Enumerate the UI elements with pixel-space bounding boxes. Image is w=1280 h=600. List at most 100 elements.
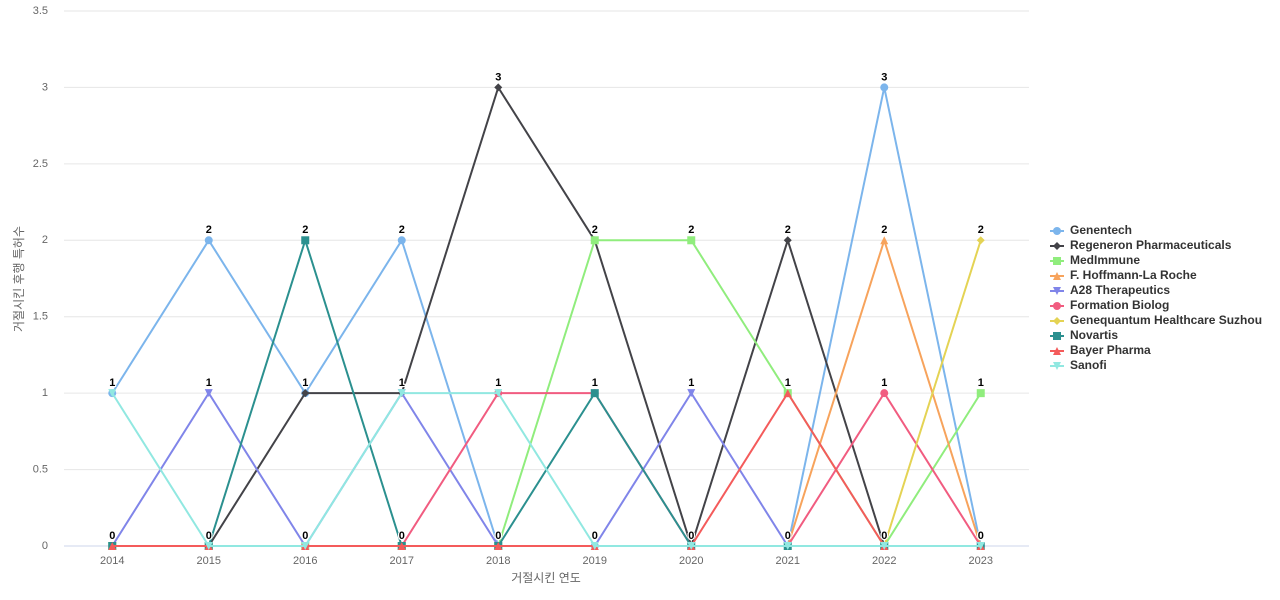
data-label: 1 bbox=[881, 377, 887, 389]
data-label: 2 bbox=[302, 224, 308, 236]
data-label: 1 bbox=[109, 377, 115, 389]
data-label: 0 bbox=[302, 530, 308, 542]
data-label: 2 bbox=[592, 224, 598, 236]
data-label: 0 bbox=[495, 530, 501, 542]
point bbox=[590, 236, 599, 245]
y-tick-label: 1.5 bbox=[33, 311, 48, 323]
data-label: 0 bbox=[206, 530, 212, 542]
point bbox=[783, 542, 792, 550]
data-label: 0 bbox=[399, 530, 405, 542]
data-label: 0 bbox=[785, 530, 791, 542]
data-label: 1 bbox=[785, 377, 791, 389]
legend-label: Formation Biolog bbox=[1070, 298, 1169, 312]
data-label: 0 bbox=[592, 530, 598, 542]
legend-label: Bayer Pharma bbox=[1070, 343, 1151, 357]
data-label: 0 bbox=[785, 530, 791, 542]
data-label: 0 bbox=[495, 530, 501, 542]
data-label: 0 bbox=[302, 530, 308, 542]
data-label: 0 bbox=[399, 530, 405, 542]
legend-marker bbox=[1053, 227, 1061, 235]
data-label: 2 bbox=[785, 224, 791, 236]
data-label: 1 bbox=[495, 377, 501, 389]
data-label: 2 bbox=[206, 224, 212, 236]
point bbox=[880, 236, 889, 245]
series-line bbox=[111, 392, 981, 547]
data-label: 1 bbox=[592, 377, 598, 389]
data-label: 0 bbox=[688, 530, 694, 542]
point bbox=[301, 389, 310, 398]
point bbox=[301, 542, 310, 550]
data-label: 0 bbox=[592, 530, 598, 542]
legend-label: Novartis bbox=[1070, 328, 1118, 342]
legend-label: MedImmune bbox=[1070, 253, 1140, 267]
point bbox=[880, 389, 889, 398]
data-label: 0 bbox=[785, 530, 791, 542]
x-tick-label: 2016 bbox=[293, 555, 317, 567]
data-label: 0 bbox=[978, 530, 984, 542]
point bbox=[204, 236, 213, 245]
data-label: 3 bbox=[495, 71, 501, 83]
y-tick-label: 0.5 bbox=[33, 463, 48, 475]
data-label: 0 bbox=[302, 530, 308, 542]
x-tick-label: 2018 bbox=[486, 555, 510, 567]
legend-marker bbox=[1053, 242, 1061, 250]
point bbox=[108, 542, 117, 550]
legend-marker bbox=[1053, 317, 1061, 325]
data-label: 0 bbox=[399, 530, 405, 542]
data-label: 3 bbox=[881, 71, 887, 83]
data-label: 0 bbox=[688, 530, 694, 542]
legend-marker bbox=[1053, 302, 1061, 310]
point bbox=[880, 542, 889, 550]
data-label: 0 bbox=[688, 530, 694, 542]
point bbox=[204, 542, 213, 550]
data-label: 0 bbox=[688, 530, 694, 542]
legend-label: Genequantum Healthcare Suzhou bbox=[1070, 313, 1262, 327]
data-label: 0 bbox=[302, 530, 308, 542]
data-label: 0 bbox=[109, 530, 115, 542]
point bbox=[108, 389, 117, 398]
data-label: 2 bbox=[592, 224, 598, 236]
data-label: 0 bbox=[302, 530, 308, 542]
x-tick-label: 2017 bbox=[390, 555, 414, 567]
x-tick-label: 2014 bbox=[100, 555, 124, 567]
data-label: 0 bbox=[206, 530, 212, 542]
data-label: 0 bbox=[978, 530, 984, 542]
legend-label: F. Hoffmann-La Roche bbox=[1070, 268, 1197, 282]
data-label: 0 bbox=[399, 530, 405, 542]
data-label: 0 bbox=[978, 530, 984, 542]
data-label: 0 bbox=[302, 530, 308, 542]
data-label: 0 bbox=[688, 530, 694, 542]
data-label: 0 bbox=[495, 530, 501, 542]
point bbox=[976, 389, 985, 398]
series bbox=[108, 389, 985, 550]
data-label: 0 bbox=[688, 530, 694, 542]
y-tick-label: 2 bbox=[42, 234, 48, 246]
data-label: 0 bbox=[881, 530, 887, 542]
y-tick-label: 1 bbox=[42, 387, 48, 399]
data-label: 0 bbox=[978, 530, 984, 542]
point bbox=[494, 83, 503, 92]
data-label: 0 bbox=[881, 530, 887, 542]
data-label: 0 bbox=[785, 530, 791, 542]
data-label: 0 bbox=[495, 530, 501, 542]
data-label: 1 bbox=[399, 377, 405, 389]
data-label: 1 bbox=[399, 377, 405, 389]
x-tick-label: 2020 bbox=[679, 555, 703, 567]
point bbox=[494, 542, 503, 550]
data-label: 0 bbox=[592, 530, 598, 542]
data-label: 1 bbox=[688, 377, 694, 389]
data-label: 0 bbox=[978, 530, 984, 542]
data-label: 0 bbox=[206, 530, 212, 542]
data-label: 2 bbox=[881, 224, 887, 236]
data-label: 0 bbox=[399, 530, 405, 542]
data-label: 0 bbox=[881, 530, 887, 542]
data-label: 0 bbox=[302, 530, 308, 542]
x-tick-label: 2015 bbox=[197, 555, 221, 567]
data-label: 0 bbox=[592, 530, 598, 542]
data-label: 0 bbox=[785, 530, 791, 542]
data-label: 2 bbox=[688, 224, 694, 236]
x-axis-title: 거절시킨 연도 bbox=[511, 571, 581, 585]
data-label: 0 bbox=[109, 530, 115, 542]
point bbox=[783, 236, 792, 245]
